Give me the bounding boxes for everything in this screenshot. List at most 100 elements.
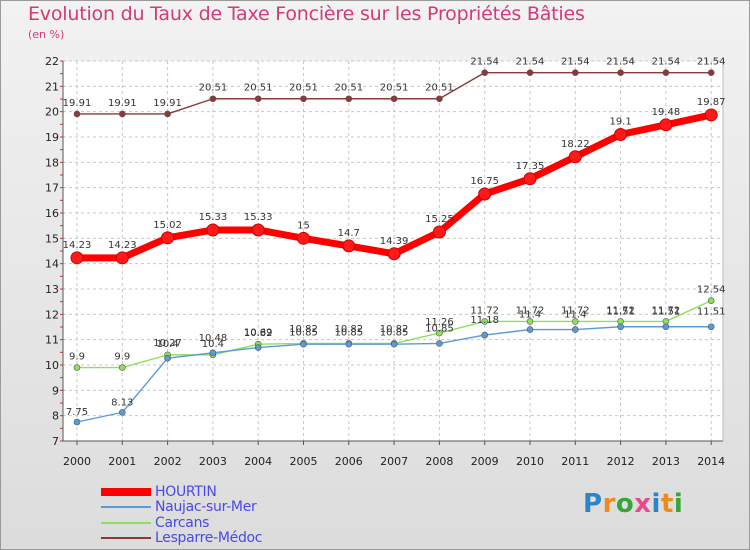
- logo-letter: P: [583, 489, 603, 519]
- data-point-naujac-sur-mer: [436, 340, 443, 347]
- data-point-hourtin: [704, 108, 718, 122]
- legend-item: HOURTIN: [101, 484, 401, 500]
- data-point-naujac-sur-mer: [481, 331, 489, 339]
- y-tick-label: 15: [45, 232, 59, 245]
- data-label-naujac-sur-mer: 10.48: [199, 333, 228, 344]
- data-point-hourtin: [70, 251, 84, 265]
- data-point-naujac-sur-mer: [119, 409, 126, 416]
- data-point-carcans: [707, 297, 715, 304]
- data-label-carcans: 10.85: [289, 327, 318, 338]
- data-label-lesparre-m-doc: 21.54: [561, 57, 590, 68]
- data-label-hourtin: 19.1: [609, 116, 631, 127]
- data-point-lesparre-m-doc: [436, 95, 443, 103]
- data-point-naujac-sur-mer: [73, 418, 81, 426]
- y-tick-label: 18: [45, 156, 59, 169]
- data-label-hourtin: 14.23: [63, 240, 92, 251]
- x-tick-label: 2008: [425, 455, 453, 468]
- data-point-hourtin: [478, 187, 492, 201]
- data-label-lesparre-m-doc: 20.51: [380, 83, 409, 94]
- data-point-hourtin: [297, 231, 310, 245]
- data-label-hourtin: 14.7: [338, 228, 360, 239]
- data-label-naujac-sur-mer: 10.82: [380, 324, 409, 335]
- data-label-naujac-sur-mer: 10.82: [334, 324, 363, 335]
- data-label-naujac-sur-mer: 11.51: [697, 307, 726, 318]
- data-label-hourtin: 17.35: [516, 161, 545, 172]
- y-tick-label: 7: [52, 435, 59, 448]
- data-point-naujac-sur-mer: [617, 323, 624, 331]
- data-label-hourtin: 15.33: [244, 212, 273, 223]
- data-point-hourtin: [523, 172, 537, 186]
- legend-swatch: [101, 487, 151, 496]
- x-tick-label: 2012: [607, 455, 635, 468]
- y-tick-label: 22: [45, 55, 59, 68]
- y-tick-label: 17: [45, 182, 59, 195]
- data-label-naujac-sur-mer: 11.51: [652, 307, 681, 318]
- data-point-naujac-sur-mer: [300, 340, 307, 348]
- data-point-naujac-sur-mer: [526, 326, 534, 333]
- x-tick-label: 2010: [516, 455, 544, 468]
- data-point-hourtin: [568, 150, 582, 164]
- data-label-lesparre-m-doc: 21.54: [652, 57, 681, 68]
- data-label-carcans: 11.72: [561, 305, 590, 316]
- data-point-carcans: [481, 318, 489, 325]
- x-tick-label: 2014: [697, 455, 725, 468]
- data-point-hourtin: [614, 127, 628, 141]
- y-tick-label: 10: [45, 359, 59, 372]
- data-label-hourtin: 15.02: [153, 220, 182, 231]
- y-tick-label: 16: [45, 207, 59, 220]
- data-label-carcans: 11.72: [652, 305, 681, 316]
- data-label-hourtin: 15.33: [199, 212, 228, 223]
- data-label-lesparre-m-doc: 20.51: [425, 83, 454, 94]
- data-point-naujac-sur-mer: [254, 344, 262, 351]
- data-label-lesparre-m-doc: 20.51: [199, 83, 228, 94]
- x-tick-label: 2001: [108, 455, 136, 468]
- data-label-carcans: 10.4: [202, 339, 224, 350]
- data-label-naujac-sur-mer: 11.18: [470, 315, 499, 326]
- data-point-naujac-sur-mer: [707, 323, 715, 331]
- data-label-lesparre-m-doc: 20.51: [244, 83, 273, 94]
- x-tick-label: 2009: [471, 455, 499, 468]
- data-point-lesparre-m-doc: [300, 95, 307, 103]
- data-label-carcans: 11.72: [470, 305, 499, 316]
- data-point-naujac-sur-mer: [571, 326, 579, 333]
- legend-label: Carcans: [155, 514, 210, 531]
- x-tick-label: 2013: [652, 455, 680, 468]
- data-label-carcans: 11.72: [516, 305, 545, 316]
- data-point-lesparre-m-doc: [617, 69, 624, 76]
- y-tick-label: 21: [45, 80, 59, 93]
- data-point-hourtin: [387, 247, 401, 261]
- data-label-carcans: 9.9: [69, 352, 85, 363]
- data-label-naujac-sur-mer: 10.82: [289, 324, 318, 335]
- data-label-hourtin: 16.75: [470, 176, 499, 187]
- data-label-hourtin: 14.39: [380, 236, 409, 247]
- data-point-hourtin: [659, 118, 673, 132]
- legend-item: Naujac-sur-Mer: [101, 499, 401, 515]
- legend-item: Lesparre-Médoc: [101, 530, 401, 546]
- y-tick-label: 20: [45, 106, 59, 119]
- data-point-naujac-sur-mer: [209, 349, 217, 357]
- data-label-lesparre-m-doc: 19.91: [108, 98, 137, 109]
- proxiti-logo: Proxiti: [583, 489, 683, 519]
- x-tick-label: 2006: [335, 455, 363, 468]
- data-label-carcans: 11.72: [606, 305, 635, 316]
- logo-letter: r: [602, 489, 616, 519]
- data-label-lesparre-m-doc: 19.91: [153, 98, 182, 109]
- data-label-carcans: 10.82: [244, 328, 273, 339]
- data-label-lesparre-m-doc: 21.54: [606, 57, 635, 68]
- chart-title: Evolution du Taux de Taxe Foncière sur l…: [28, 3, 585, 25]
- x-tick-label: 2002: [154, 455, 182, 468]
- data-point-carcans: [436, 329, 443, 337]
- data-label-naujac-sur-mer: 10.85: [425, 323, 454, 334]
- x-tick-label: 2003: [199, 455, 227, 468]
- data-label-naujac-sur-mer: 10.69: [244, 328, 273, 339]
- data-label-lesparre-m-doc: 20.51: [289, 83, 318, 94]
- data-point-carcans: [571, 318, 579, 325]
- data-point-lesparre-m-doc: [345, 95, 353, 103]
- data-label-carcans: 10.4: [156, 339, 178, 350]
- data-point-lesparre-m-doc: [481, 69, 489, 76]
- data-label-carcans: 11.26: [425, 317, 454, 328]
- logo-letter: i: [673, 489, 684, 519]
- data-point-lesparre-m-doc: [119, 110, 126, 118]
